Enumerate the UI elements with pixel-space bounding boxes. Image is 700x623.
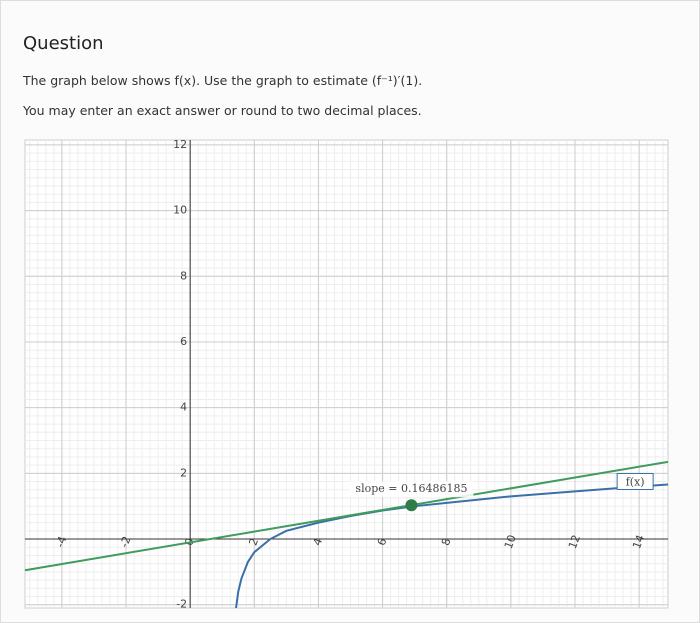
- point: [405, 499, 418, 512]
- x-tick-label: 2: [247, 536, 262, 547]
- annotation: slope = 0.16486185: [355, 482, 467, 495]
- x-tick-label: 10: [502, 533, 519, 551]
- y-tick-label: 8: [180, 269, 187, 282]
- x-tick-label: 6: [375, 536, 390, 547]
- y-tick-label: -2: [176, 598, 187, 611]
- x-tick-label: 12: [566, 533, 583, 551]
- heading: Question: [23, 33, 104, 54]
- series-label: f(x): [626, 475, 645, 488]
- y-tick-label: 6: [180, 335, 187, 348]
- x-tick-label: 8: [439, 536, 454, 547]
- series-label-box: [616, 472, 654, 490]
- prompt: The graph below shows f(x). Use the grap…: [23, 73, 423, 88]
- x-tick-label: 4: [311, 536, 326, 547]
- x-tick-label: -4: [53, 534, 69, 549]
- y-tick-label: 12: [173, 138, 187, 151]
- plot-area: [24, 139, 669, 609]
- x-tick-label: -2: [118, 534, 134, 549]
- series-line: [235, 483, 669, 609]
- y-tick-label: 4: [180, 401, 187, 414]
- note: You may enter an exact answer or round t…: [23, 103, 422, 118]
- annotation-box: [349, 481, 474, 498]
- series-line: [24, 460, 669, 572]
- x-tick-label: 14: [630, 533, 647, 551]
- y-tick-label: 2: [180, 466, 187, 479]
- y-tick-label: 10: [173, 204, 187, 217]
